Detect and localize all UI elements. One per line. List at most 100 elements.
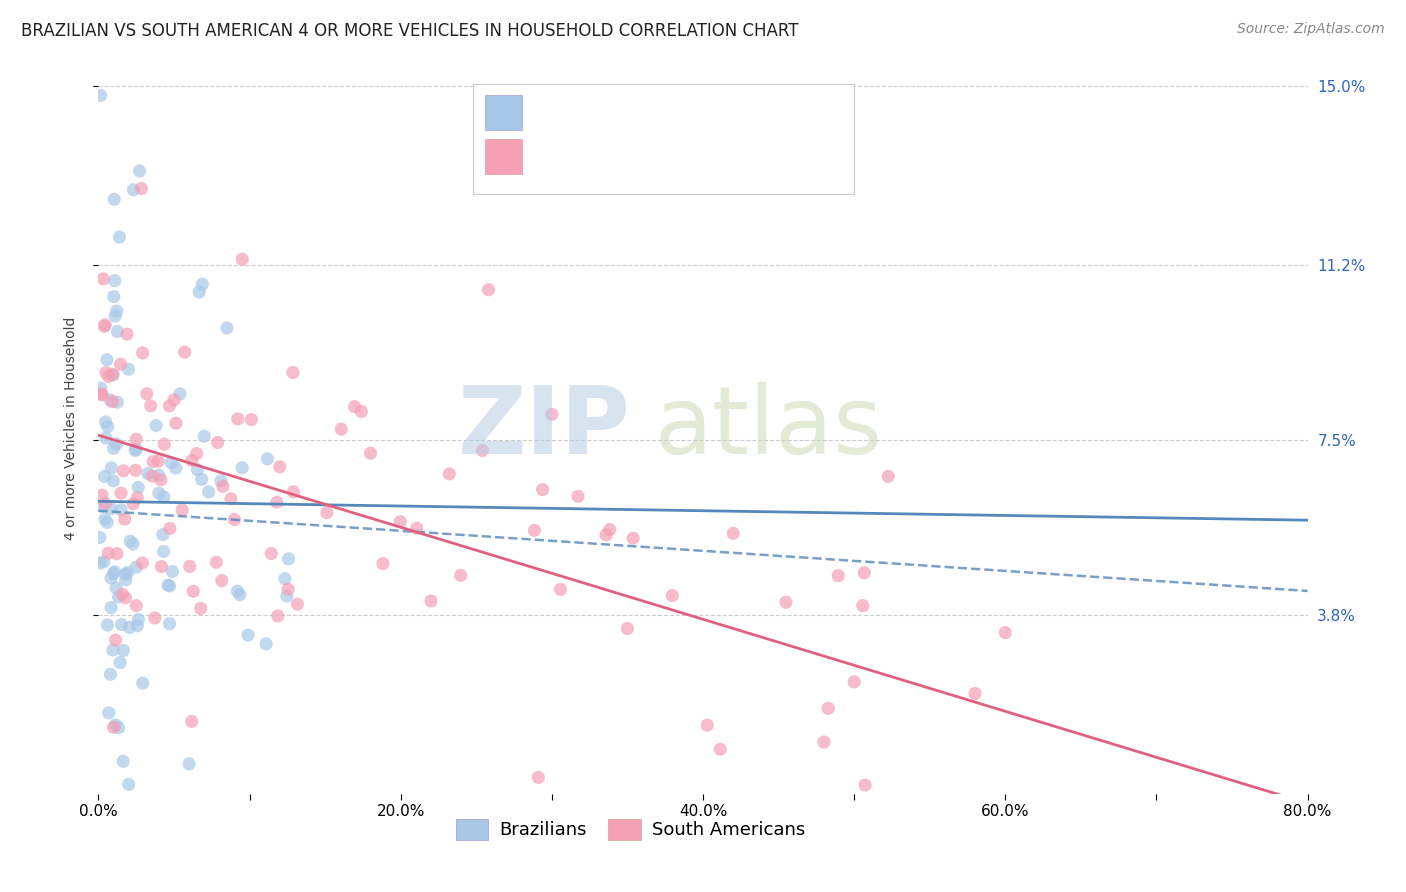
Point bbox=[114, 512, 136, 526]
Point bbox=[93, 469, 115, 483]
Point bbox=[90, 387, 112, 401]
Point bbox=[100, 571, 122, 585]
Point bbox=[105, 304, 128, 318]
Bar bbox=[485, 139, 522, 174]
Point bbox=[254, 637, 277, 651]
Point bbox=[117, 566, 139, 580]
Point bbox=[159, 616, 181, 631]
Point bbox=[108, 230, 131, 244]
Point bbox=[315, 506, 337, 520]
Point bbox=[209, 474, 232, 488]
Point bbox=[281, 366, 304, 380]
Point bbox=[108, 656, 131, 670]
Point bbox=[153, 437, 176, 451]
Text: Source: ZipAtlas.com: Source: ZipAtlas.com bbox=[1237, 22, 1385, 37]
Point bbox=[157, 578, 180, 592]
Text: -0.025: -0.025 bbox=[592, 103, 650, 122]
Point bbox=[371, 557, 394, 571]
Point bbox=[150, 559, 173, 574]
Point bbox=[159, 521, 181, 535]
Point bbox=[89, 556, 111, 570]
Point bbox=[531, 483, 554, 497]
Point bbox=[125, 560, 148, 574]
Text: BRAZILIAN VS SOUTH AMERICAN 4 OR MORE VEHICLES IN HOUSEHOLD CORRELATION CHART: BRAZILIAN VS SOUTH AMERICAN 4 OR MORE VE… bbox=[21, 22, 799, 40]
Point bbox=[105, 437, 128, 451]
Point bbox=[165, 416, 187, 430]
Point bbox=[136, 467, 159, 481]
Point bbox=[188, 285, 211, 299]
Point bbox=[131, 556, 153, 570]
Text: N =: N = bbox=[676, 148, 710, 166]
Point bbox=[94, 366, 117, 380]
Point bbox=[125, 432, 148, 446]
Point bbox=[91, 388, 114, 402]
Text: R =: R = bbox=[534, 148, 567, 166]
Point bbox=[523, 524, 546, 538]
Point bbox=[696, 718, 718, 732]
Text: ZIP: ZIP bbox=[457, 382, 630, 475]
Point bbox=[153, 490, 176, 504]
Point bbox=[180, 453, 202, 467]
Point bbox=[723, 526, 745, 541]
Point bbox=[124, 463, 146, 477]
Point bbox=[661, 589, 683, 603]
Point bbox=[236, 628, 259, 642]
Point bbox=[120, 534, 142, 549]
Point bbox=[853, 566, 876, 580]
Point bbox=[190, 601, 212, 615]
Point bbox=[152, 544, 174, 558]
Point bbox=[211, 574, 233, 588]
Text: 94: 94 bbox=[733, 103, 755, 122]
Point bbox=[229, 588, 252, 602]
Point bbox=[215, 321, 238, 335]
Bar bbox=[485, 95, 522, 130]
Point bbox=[97, 369, 120, 384]
Point bbox=[104, 309, 127, 323]
Point bbox=[103, 290, 125, 304]
Point bbox=[163, 392, 186, 407]
Point bbox=[267, 608, 290, 623]
Point bbox=[115, 327, 138, 342]
Point bbox=[853, 778, 876, 792]
Point bbox=[181, 584, 204, 599]
Point bbox=[276, 589, 298, 603]
Point bbox=[98, 392, 121, 407]
Point bbox=[112, 464, 135, 478]
Text: N =: N = bbox=[676, 103, 710, 122]
Point bbox=[100, 600, 122, 615]
Point bbox=[111, 587, 134, 601]
Point bbox=[191, 277, 214, 292]
Point bbox=[844, 674, 866, 689]
Point bbox=[93, 555, 115, 569]
Point bbox=[277, 582, 299, 597]
Point bbox=[89, 531, 111, 545]
Point bbox=[152, 527, 174, 541]
Point bbox=[91, 500, 114, 514]
Point bbox=[813, 735, 835, 749]
Point bbox=[159, 579, 181, 593]
Point bbox=[550, 582, 572, 597]
Point bbox=[269, 459, 291, 474]
Point bbox=[100, 667, 122, 681]
Point bbox=[360, 446, 382, 460]
Point bbox=[775, 595, 797, 609]
Text: R =: R = bbox=[534, 103, 567, 122]
Point bbox=[96, 516, 118, 530]
Point bbox=[148, 468, 170, 483]
Point bbox=[89, 381, 111, 395]
Point bbox=[186, 463, 208, 477]
Point bbox=[103, 720, 125, 734]
Point bbox=[621, 531, 644, 545]
Point bbox=[142, 469, 165, 483]
Point bbox=[350, 404, 373, 418]
Point bbox=[173, 345, 195, 359]
Point bbox=[122, 497, 145, 511]
Y-axis label: 4 or more Vehicles in Household: 4 or more Vehicles in Household bbox=[63, 317, 77, 540]
Point bbox=[405, 521, 427, 535]
Point bbox=[477, 283, 499, 297]
Point bbox=[118, 620, 141, 634]
Point bbox=[226, 412, 249, 426]
Point bbox=[96, 352, 118, 367]
Point bbox=[595, 528, 617, 542]
Point bbox=[112, 643, 135, 657]
